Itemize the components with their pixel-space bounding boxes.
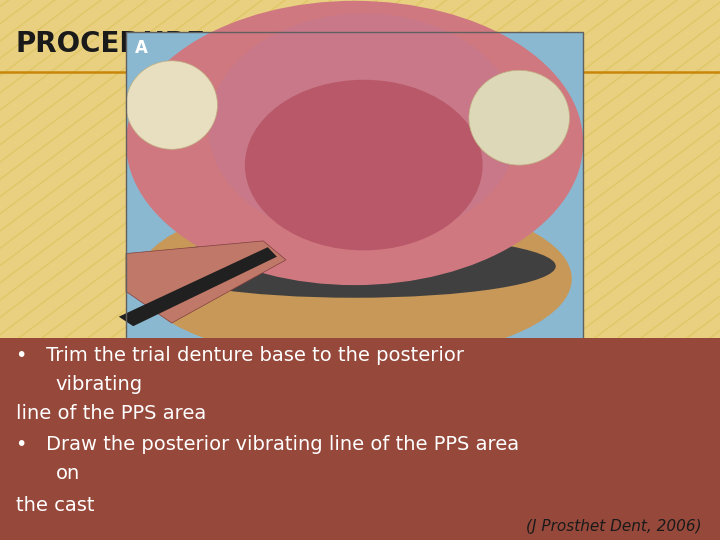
Polygon shape xyxy=(126,241,286,323)
FancyBboxPatch shape xyxy=(0,338,720,540)
Bar xyxy=(126,32,583,348)
Polygon shape xyxy=(119,247,277,326)
Text: •   Trim the trial denture base to the posterior: • Trim the trial denture base to the pos… xyxy=(16,346,464,365)
Ellipse shape xyxy=(208,14,519,241)
Ellipse shape xyxy=(126,61,217,149)
Text: PROCEDURE: PROCEDURE xyxy=(16,30,206,58)
Text: A: A xyxy=(135,39,148,57)
Ellipse shape xyxy=(138,197,572,361)
Text: (J Prosthet Dent, 2006): (J Prosthet Dent, 2006) xyxy=(526,518,702,534)
Text: •   Draw the posterior vibrating line of the PPS area: • Draw the posterior vibrating line of t… xyxy=(16,435,519,454)
Bar xyxy=(126,32,583,348)
Ellipse shape xyxy=(245,80,482,251)
Text: on: on xyxy=(55,464,80,483)
Ellipse shape xyxy=(153,234,556,298)
Text: vibrating: vibrating xyxy=(55,375,143,394)
Ellipse shape xyxy=(126,1,583,285)
Ellipse shape xyxy=(469,70,570,165)
Text: the cast: the cast xyxy=(16,496,94,515)
Text: line of the PPS area: line of the PPS area xyxy=(16,404,206,423)
